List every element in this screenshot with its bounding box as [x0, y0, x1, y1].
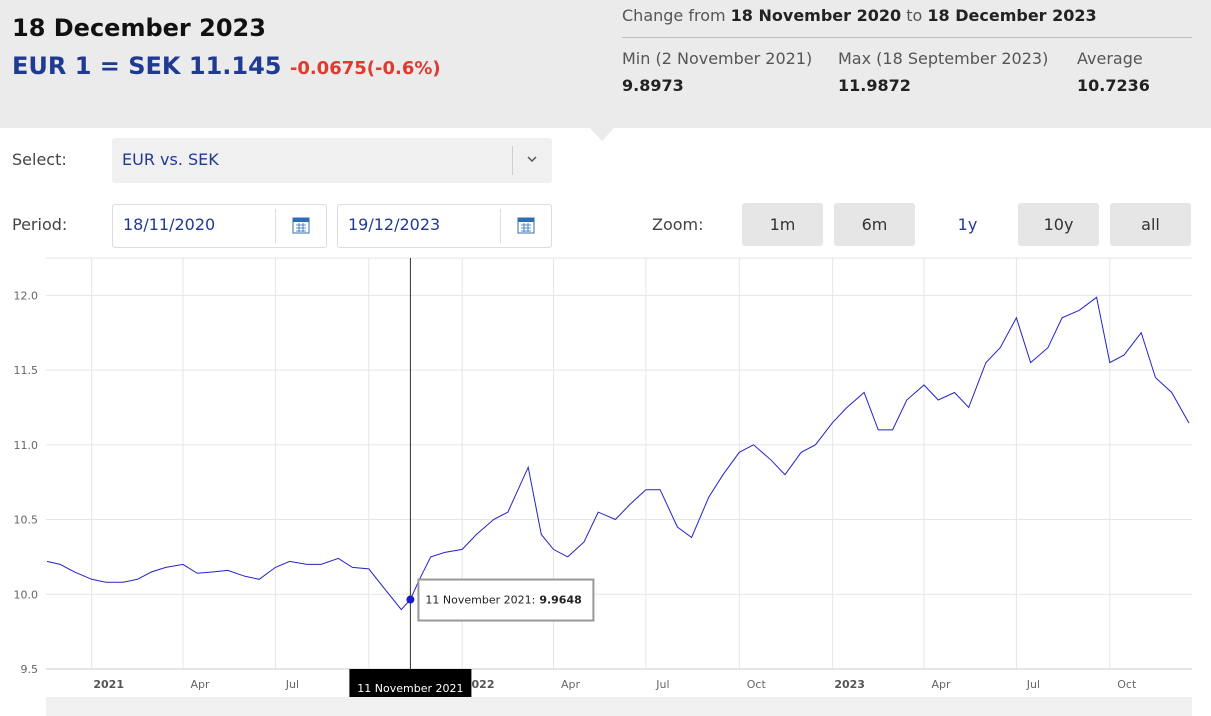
select-value: EUR vs. SEK: [122, 150, 219, 169]
x-tick-label: Oct: [1117, 678, 1137, 691]
tooltip-text: 11 November 2021: 9.9648: [425, 594, 581, 607]
x-tick-label: 2021: [93, 678, 124, 691]
currency-select[interactable]: EUR vs. SEK: [112, 138, 552, 183]
rate-text: EUR 1 = SEK 11.145: [12, 52, 282, 80]
date-title: 18 December 2023: [12, 14, 266, 42]
separator: [512, 146, 513, 175]
zoom-button[interactable]: 6m: [834, 203, 915, 246]
x-tick-label: Apr: [191, 678, 211, 691]
tooltip-label: 11 November 2021:: [425, 594, 535, 607]
max-value: 11.9872: [838, 76, 911, 95]
average-label: Average: [1077, 49, 1143, 68]
text: Change from: [622, 6, 726, 25]
zoom-button[interactable]: 10y: [1018, 203, 1099, 246]
zoom-button[interactable]: all: [1110, 203, 1191, 246]
x-tick-label: Jul: [655, 678, 669, 691]
notch: [590, 128, 614, 141]
x-tick-label: Jul: [285, 678, 299, 691]
crosshair-label: 11 November 2021: [357, 682, 463, 695]
y-tick-label: 10.0: [14, 588, 39, 601]
calendar-icon: [292, 217, 310, 234]
average-value: 10.7236: [1077, 76, 1150, 95]
tooltip-box: [417, 578, 595, 622]
date-from-value: 18/11/2020: [123, 215, 216, 234]
min-value: 9.8973: [622, 76, 684, 95]
date-to-value: 19/12/2023: [348, 215, 441, 234]
y-tick-label: 10.5: [14, 514, 39, 527]
rate: EUR 1 = SEK 11.145 -0.0675(-0.6%): [12, 52, 441, 80]
calendar-icon: [517, 217, 535, 234]
to-date: 18 December 2023: [927, 6, 1097, 25]
navigator: [46, 697, 1192, 716]
text: to: [906, 6, 923, 25]
y-tick-label: 11.0: [14, 439, 39, 452]
select-label: Select:: [12, 150, 67, 169]
tooltip-point: [406, 595, 415, 604]
date-from[interactable]: 18/11/2020: [112, 204, 327, 248]
crosshair-label-bg: [349, 669, 472, 697]
from-date: 18 November 2020: [730, 6, 902, 25]
zoom-button-active[interactable]: 1y: [957, 215, 978, 234]
x-tick-label: Apr: [561, 678, 581, 691]
x-tick-label: 2023: [834, 678, 865, 691]
data-line: [46, 296, 1190, 611]
x-tick-label: 2022: [464, 678, 495, 691]
rate-change: -0.0675(-0.6%): [289, 58, 441, 79]
date-to[interactable]: 19/12/2023: [337, 204, 552, 248]
zoom-button[interactable]: 1m: [742, 203, 823, 246]
x-tick-label: Oct: [747, 678, 767, 691]
x-tick-label: Jul: [1026, 678, 1040, 691]
separator: [500, 209, 501, 243]
y-tick-label: 11.5: [14, 364, 39, 377]
y-tick-label: 12.0: [14, 289, 39, 302]
header-panel: [0, 0, 1211, 128]
divider: [622, 37, 1192, 38]
separator: [275, 209, 276, 243]
chevron: [527, 156, 537, 163]
period-label: Period:: [12, 215, 68, 234]
change-range: Change from 18 November 2020 to 18 Decem…: [622, 6, 1097, 25]
tooltip-value: 9.9648: [539, 594, 581, 607]
y-tick-label: 9.5: [21, 663, 39, 676]
x-tick-label: Apr: [932, 678, 952, 691]
zoom-label: Zoom:: [652, 215, 704, 234]
max-label: Max (18 September 2023): [838, 49, 1049, 68]
min-label: Min (2 November 2021): [622, 49, 813, 68]
